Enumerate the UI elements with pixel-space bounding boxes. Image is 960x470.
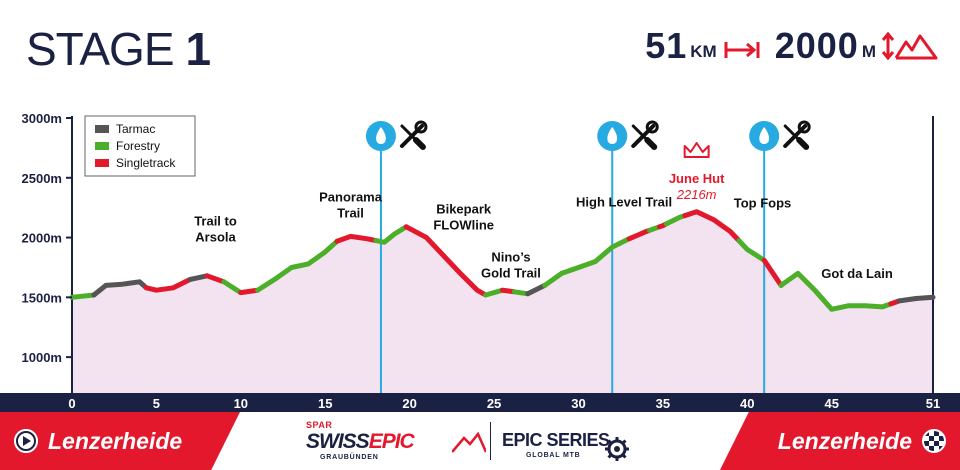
- epic-series-logo: EPIC SERIES: [502, 430, 610, 450]
- x-tick-label: 51: [926, 396, 940, 411]
- track-segment-singletrack: [761, 257, 784, 288]
- y-tick-label: 2500m: [22, 171, 62, 186]
- stage-word: STAGE: [26, 23, 175, 75]
- y-tick-label: 1000m: [22, 350, 62, 365]
- summit-elevation: 2216m: [676, 187, 717, 202]
- trail-label: Nino’s: [491, 249, 530, 264]
- water-drop-shape: [759, 127, 770, 144]
- screwdriver-handle: [412, 137, 426, 150]
- mountain-logo-icon: [452, 432, 486, 453]
- x-tick-label: 30: [571, 396, 585, 411]
- track-segment-singletrack: [403, 224, 489, 298]
- legend-label: Tarmac: [116, 122, 155, 136]
- track-segment-singletrack: [682, 209, 742, 244]
- logo-divider: [490, 422, 491, 460]
- track-segment-singletrack: [143, 276, 193, 293]
- profile-area: [72, 211, 933, 393]
- track-segment-tarmac: [187, 273, 210, 282]
- trail-label: Top Fops: [734, 196, 792, 211]
- water-drop-shape: [376, 127, 386, 144]
- distance-arrow-icon: [724, 42, 760, 58]
- trail-label: Gold Trail: [481, 265, 541, 280]
- play-icon: [14, 429, 38, 453]
- swiss-epic-logo: SWISSEPIC: [306, 430, 415, 453]
- summit-name: June Hut: [669, 171, 725, 186]
- x-tick-label: 45: [824, 396, 838, 411]
- track-segment-singletrack: [238, 287, 261, 296]
- x-tick-label: 25: [487, 396, 501, 411]
- y-tick-label: 2000m: [22, 231, 62, 246]
- track-segment-forestry: [255, 238, 340, 293]
- tools-icon: [399, 120, 428, 150]
- trail-label: Trail to: [194, 214, 237, 229]
- x-tick-label: 5: [153, 396, 160, 411]
- x-tick-label: 35: [656, 396, 670, 411]
- y-tick-label: 1500m: [22, 290, 62, 305]
- trail-label: Got da Lain: [821, 266, 893, 281]
- checkered-flag-icon: [922, 429, 946, 453]
- tools-icon: [783, 120, 811, 150]
- screwdriver-handle: [644, 137, 658, 150]
- spar-logo: SPAR: [306, 420, 333, 430]
- sponsor-logos: SPAR SWISSEPIC GRAUBÜNDEN EPIC SERIES GL…: [290, 418, 670, 464]
- climb-value: 2000: [774, 25, 859, 66]
- wrench-head: [645, 120, 659, 134]
- legend-swatch-tarmac: [95, 125, 109, 133]
- distance-unit: KM: [690, 42, 717, 61]
- track-segment-singletrack: [204, 273, 227, 285]
- track-segment-forestry: [483, 287, 505, 298]
- stage-stats: 51 KM 2000 M: [645, 28, 938, 64]
- trail-label: Panorama: [319, 190, 383, 205]
- footer-bar: Lenzerheide SPAR SWISSEPIC GRAUBÜNDEN EP…: [0, 412, 960, 470]
- elevation-chart: 3000m 2500m 2000m 1500m 1000m 0 5 10 15 20 25 30 35 4…: [0, 111, 960, 412]
- track-segment-tarmac: [525, 282, 548, 297]
- finish-label: Lenzerheide: [777, 427, 912, 454]
- x-tick-label: 10: [234, 396, 248, 411]
- screwdriver-handle: [796, 137, 810, 150]
- elevation-mountain-icon: [882, 32, 938, 60]
- stage-number: 1: [185, 23, 212, 75]
- legend-swatch-singletrack: [95, 159, 109, 167]
- tools-icon: [631, 120, 659, 150]
- water-drop-shape: [607, 127, 618, 144]
- start-banner: Lenzerheide: [0, 412, 240, 470]
- x-tick-label: 15: [318, 396, 332, 411]
- crown-icon: [683, 142, 710, 158]
- x-tick-label: 40: [740, 396, 754, 411]
- climb-unit: M: [861, 42, 876, 61]
- x-axis-band: [0, 393, 960, 412]
- y-tick-label: 3000m: [22, 111, 62, 126]
- track-segment-tarmac: [896, 294, 936, 304]
- track-segment-forestry: [69, 292, 97, 300]
- legend-label: Forestry: [116, 139, 160, 153]
- trail-label: Arsola: [195, 230, 236, 245]
- track-segment-tarmac: [91, 279, 149, 298]
- global-mtb-label: GLOBAL MTB: [526, 452, 581, 459]
- trail-label: Bikepark: [436, 202, 492, 217]
- page-title: STAGE 1: [26, 22, 212, 76]
- track-segment-forestry: [221, 279, 244, 296]
- trail-label: Trail: [337, 206, 364, 221]
- distance-value: 51: [645, 25, 688, 66]
- x-tick-label: 20: [402, 396, 416, 411]
- start-label: Lenzerheide: [48, 427, 183, 454]
- trail-label: High Level Trail: [576, 194, 672, 209]
- graubunden-label: GRAUBÜNDEN: [320, 454, 379, 461]
- track-segment-singletrack: [334, 233, 379, 244]
- gear-icon: [605, 437, 629, 461]
- track-segment-forestry: [542, 236, 632, 288]
- track-segment-forestry: [373, 224, 409, 245]
- legend: Tarmac Forestry Singletrack: [84, 115, 196, 177]
- wrench-head: [414, 120, 428, 134]
- wrench-head: [797, 120, 811, 134]
- finish-banner: Lenzerheide: [720, 412, 960, 470]
- trail-label: FLOWline: [433, 218, 494, 233]
- legend-swatch-forestry: [95, 142, 109, 150]
- x-tick-label: 0: [68, 396, 75, 411]
- track-segment-forestry: [778, 270, 894, 312]
- track-segment-forestry: [736, 238, 767, 263]
- legend-label: Singletrack: [116, 156, 176, 170]
